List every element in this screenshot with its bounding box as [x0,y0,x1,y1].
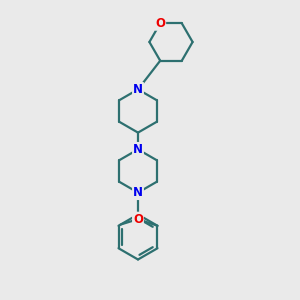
Text: N: N [133,186,143,199]
Text: O: O [155,17,165,30]
Text: N: N [133,143,143,156]
Text: N: N [133,83,143,96]
Text: O: O [133,213,143,226]
